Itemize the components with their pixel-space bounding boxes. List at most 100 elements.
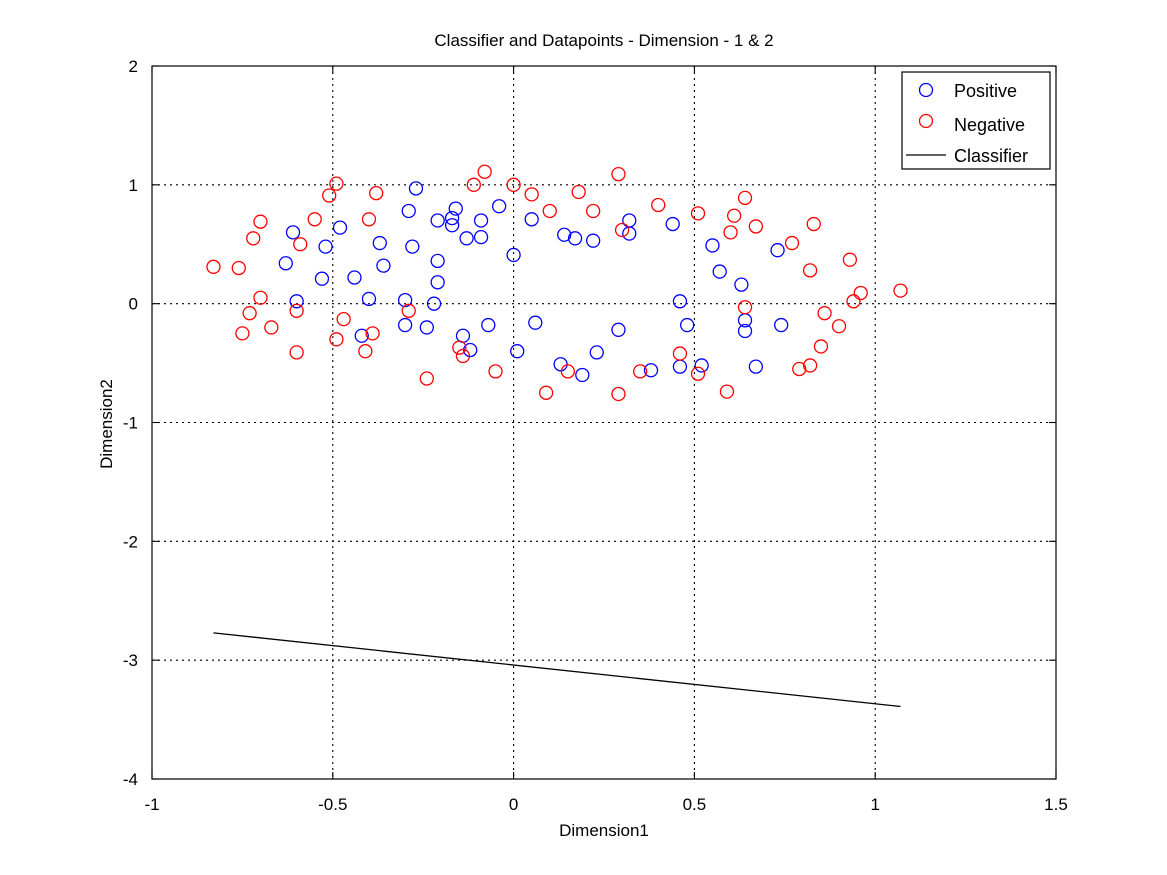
negative-point (307, 212, 322, 227)
negative-point (846, 294, 861, 309)
legend-marker-positive (918, 82, 934, 98)
negative-point (651, 197, 666, 213)
positive-point (473, 229, 489, 245)
negative-point (813, 339, 829, 354)
negative-point (672, 346, 688, 361)
negative-point (365, 326, 380, 341)
positive-point (528, 315, 543, 330)
positive-point (314, 271, 330, 286)
negative-point (817, 306, 832, 321)
classifier-line (213, 632, 901, 708)
negative-point (253, 290, 268, 305)
positive-point (426, 296, 442, 311)
x-tick-label: -1 (144, 795, 159, 814)
y-tick-label: 2 (129, 57, 138, 76)
negative-point (455, 348, 471, 364)
negative-point (831, 319, 847, 334)
negative-point (806, 216, 821, 232)
negative-point (690, 366, 706, 381)
x-axis-label: Dimension1 (559, 821, 649, 840)
positive-point (680, 317, 695, 333)
positive-point (354, 328, 369, 343)
positive-point (448, 201, 463, 216)
positive-point (774, 317, 789, 333)
positive-point (372, 235, 387, 251)
positive-point (289, 294, 304, 309)
negative-point (737, 300, 753, 315)
negative-point (633, 364, 648, 379)
negative-point (506, 177, 521, 192)
positive-point (430, 253, 445, 269)
negative-point (690, 206, 706, 221)
positive-point (770, 243, 785, 258)
negative-point (322, 188, 337, 203)
positive-point (397, 317, 413, 333)
positive-point (712, 264, 727, 279)
negative-point (611, 166, 626, 182)
x-tick-label: 1 (870, 795, 879, 814)
positive-point (430, 213, 445, 228)
negative-point (361, 212, 377, 227)
legend-box (901, 71, 1051, 170)
positive-point (376, 258, 391, 273)
negative-point (206, 259, 221, 274)
negative-point (538, 385, 554, 400)
x-tick-label: 1.5 (1044, 795, 1068, 814)
negative-point (452, 340, 467, 355)
negative-point (329, 176, 344, 191)
negative-point (571, 184, 586, 200)
positive-point (285, 225, 301, 240)
negative-point (893, 283, 908, 298)
positive-point (361, 291, 377, 307)
positive-point (430, 275, 445, 290)
negative-point (369, 186, 384, 201)
negative-point (329, 332, 344, 347)
positive-point (459, 231, 474, 246)
negative-point (289, 345, 304, 360)
negative-point (242, 306, 257, 321)
y-tick-label: 1 (129, 176, 138, 195)
legend: Positive Negative Classifier (901, 71, 1051, 170)
positive-point (748, 359, 764, 374)
chart-title: Classifier and Datapoints - Dimension - … (434, 31, 773, 50)
negative-point (235, 326, 250, 341)
negative-point (358, 344, 373, 359)
negative-point (560, 364, 575, 379)
negative-point (611, 386, 626, 402)
y-tick-label: -2 (123, 532, 138, 551)
positive-point (575, 367, 590, 383)
positive-point (643, 363, 659, 378)
positive-point (419, 320, 434, 335)
negative-point (293, 237, 308, 252)
negative-point (477, 164, 492, 179)
x-tick-label: 0.5 (683, 795, 707, 814)
positive-point (506, 247, 521, 263)
positive-point (481, 317, 496, 333)
negative-point (748, 219, 764, 234)
positive-point (397, 292, 413, 308)
negative-point (246, 231, 261, 246)
negative-point (802, 263, 818, 278)
positive-point (401, 203, 416, 219)
positive-point (318, 239, 333, 254)
negative-point (542, 203, 557, 219)
negative-point (336, 311, 351, 327)
legend-marker-negative (918, 113, 934, 129)
negative-point (792, 361, 807, 377)
negative-point (727, 208, 742, 223)
classifier-series (213, 632, 901, 708)
positive-point (557, 227, 572, 242)
negative-point (842, 252, 858, 267)
negative-point (466, 177, 481, 192)
positive-point (567, 231, 583, 246)
positive-point (510, 344, 525, 359)
negative-point (401, 303, 416, 318)
positive-series (278, 181, 789, 383)
positive-point (694, 358, 709, 373)
positive-point (491, 199, 507, 214)
negative-point (719, 384, 735, 399)
negative-point (586, 203, 601, 219)
positive-point (734, 277, 749, 292)
negative-point (614, 222, 630, 238)
